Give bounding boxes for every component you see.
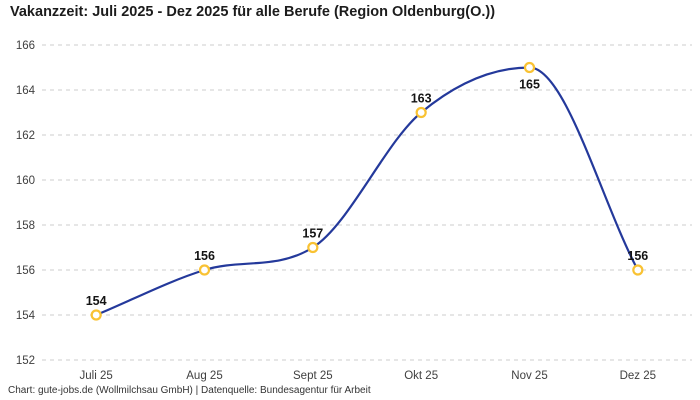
y-tick-label: 160	[16, 175, 35, 187]
data-point-label: 157	[302, 227, 323, 241]
data-point-label: 165	[519, 78, 540, 92]
data-point-marker[interactable]	[415, 106, 427, 119]
y-tick-label: 158	[16, 220, 35, 232]
x-tick-label: Okt 25	[404, 370, 438, 382]
chart-title: Vakanzzeit: Juli 2025 - Dez 2025 für all…	[10, 4, 496, 20]
y-tick-label: 154	[16, 310, 36, 322]
data-point-label: 156	[627, 249, 648, 263]
data-point-marker[interactable]	[307, 241, 319, 254]
data-point-marker[interactable]	[198, 264, 211, 276]
y-tick-label: 152	[16, 355, 35, 367]
series-line	[95, 66, 639, 317]
x-tick-label: Juli 25	[80, 370, 113, 382]
data-point-label: 156	[194, 249, 215, 263]
data-point-marker[interactable]	[90, 309, 102, 321]
data-point-marker[interactable]	[632, 264, 644, 276]
data-point-label: 154	[86, 294, 107, 308]
data-point-marker[interactable]	[523, 61, 536, 74]
y-tick-label: 162	[16, 130, 35, 142]
x-tick-label: Nov 25	[511, 370, 547, 382]
y-tick-label: 166	[16, 40, 35, 52]
data-point-label: 163	[411, 92, 432, 106]
y-tick-label: 156	[16, 265, 35, 277]
y-tick-label: 164	[16, 85, 36, 97]
chart-source-note: Chart: gute-jobs.de (Wollmilchsau GmbH) …	[8, 385, 371, 396]
x-tick-label: Dez 25	[620, 370, 656, 382]
x-tick-label: Sept 25	[293, 370, 333, 382]
x-tick-label: Aug 25	[186, 370, 222, 382]
